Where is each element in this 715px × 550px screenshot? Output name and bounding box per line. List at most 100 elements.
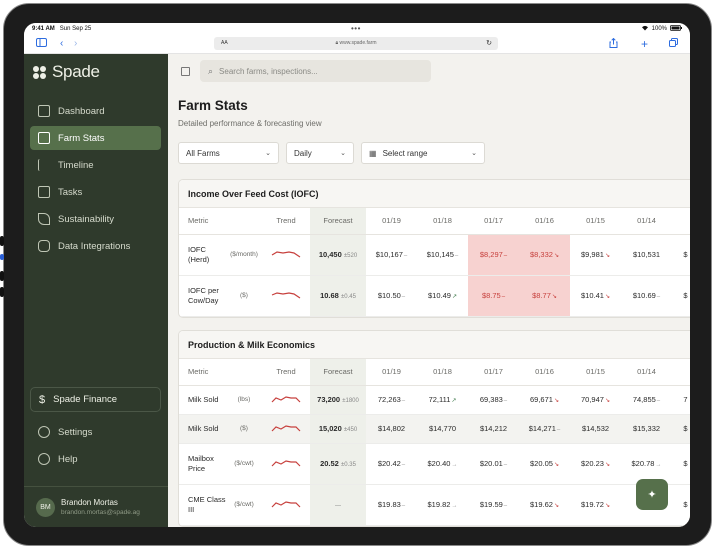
reader-aa-button[interactable]: AA <box>221 40 228 46</box>
value-cell: $20.42– <box>366 443 417 485</box>
sidebar-item-settings[interactable]: Settings <box>30 420 161 444</box>
app-name: Spade <box>52 62 100 81</box>
value-cell: 7 <box>672 385 690 415</box>
forecast-range: ±0.45 <box>340 294 356 300</box>
value-cell: $ <box>672 234 690 276</box>
value: 69,671 <box>530 395 553 404</box>
col-date: 01/19 <box>366 359 417 386</box>
value: $19.72 <box>581 500 604 509</box>
spade-finance-label: Spade Finance <box>53 394 118 405</box>
value: $10,531 <box>632 250 661 259</box>
value-cell: $14,770 <box>417 414 468 444</box>
value: $9,981 <box>581 250 604 259</box>
reload-icon[interactable]: ↻ <box>486 40 492 47</box>
iofc-table: Metric Trend Forecast 01/19 01/18 01/17 … <box>179 208 690 317</box>
search-icon: ⌕ <box>208 65 214 76</box>
sidebar-item-label: Dashboard <box>58 105 105 117</box>
value-cell: $20.23↘ <box>570 443 621 485</box>
table-row[interactable]: IOFC per Cow/Day ($) 10.68 ±0.45 $10.50–… <box>179 275 690 317</box>
metric-name: IOFC per Cow/Day <box>179 275 226 317</box>
farm-select[interactable]: All Farms ⌄ <box>178 142 279 164</box>
value-cell: $20.05↘ <box>519 443 570 485</box>
status-bar: 9:41 AM Sun Sep 25 ••• 100% <box>24 23 690 35</box>
metric-name: Milk Sold <box>179 385 226 415</box>
status-date: Sun Sep 25 <box>59 26 92 32</box>
search-input[interactable]: ⌕ Search farms, inspections... <box>200 60 431 82</box>
value: $19.83 <box>377 500 401 509</box>
metric-name: Mailbox Price <box>179 443 226 485</box>
value-cell: 72,263– <box>366 385 417 415</box>
trend-sparkline <box>262 385 310 415</box>
share-icon[interactable] <box>609 37 618 52</box>
sidebar-toggle-icon[interactable] <box>36 38 47 51</box>
status-time: 9:41 AM <box>32 26 55 32</box>
database-icon <box>38 240 50 252</box>
url-bar[interactable]: AA 🔒︎ www.spade.farm ↻ <box>214 37 498 50</box>
page-subtitle: Detailed performance & forecasting view <box>178 119 322 128</box>
value-cell: $14,271– <box>519 414 570 444</box>
table-row[interactable]: Milk Sold (lbs) 73,200 ±1800 72,263– 72,… <box>179 385 690 415</box>
logo[interactable]: Spade <box>33 62 100 82</box>
forward-icon[interactable]: › <box>74 38 78 49</box>
col-date: 01/19 <box>366 208 417 235</box>
value: $19.59 <box>479 500 503 509</box>
sidebar-item-help[interactable]: Help <box>30 447 161 471</box>
value-cell-negative: $8,332↘ <box>519 234 570 276</box>
value-cell-negative: $8.75– <box>468 275 519 317</box>
value: $ <box>683 459 688 468</box>
trend-sparkline <box>262 443 310 485</box>
forecast-cell: — <box>310 484 366 526</box>
assistant-fab-button[interactable]: ✦ <box>636 479 668 510</box>
col-date: 01/17 <box>468 359 519 386</box>
calendar-icon: ▦ <box>369 148 377 158</box>
period-select[interactable]: Daily ⌄ <box>286 142 354 164</box>
col-date <box>672 359 690 386</box>
value: $14,212 <box>479 424 508 433</box>
sidebar-item-data-integrations[interactable]: Data Integrations <box>30 234 161 258</box>
sidebar-item-label: Timeline <box>58 159 94 171</box>
table-row[interactable]: Milk Sold ($) 15,020 ±450 $14,802 $14,77… <box>179 414 690 444</box>
value-cell: $19.83– <box>366 484 417 526</box>
user-profile[interactable]: BM Brandon Mortas brandon.mortas@spade.a… <box>24 486 168 527</box>
value: $ <box>683 500 688 509</box>
sidebar-item-label: Help <box>58 453 78 465</box>
main-content: ⌕ Search farms, inspections... Farm Stat… <box>168 54 690 527</box>
date-range-select[interactable]: ▦ Select range ⌄ <box>361 142 485 164</box>
chevron-down-icon: ⌄ <box>265 150 271 157</box>
table-row[interactable]: Mailbox Price ($/cwt) 20.52 ±0.35 $20.42… <box>179 443 690 485</box>
forecast-range: ±1800 <box>342 398 359 404</box>
value: $14,271 <box>528 424 556 433</box>
grid-icon <box>38 105 50 117</box>
sidebar-item-timeline[interactable]: Timeline <box>30 153 161 177</box>
chevron-down-icon: ⌄ <box>340 150 346 157</box>
col-date: 01/14 <box>621 359 672 386</box>
multitask-dots-icon[interactable]: ••• <box>351 24 361 33</box>
collapse-sidebar-icon[interactable] <box>181 67 190 76</box>
back-icon[interactable]: ‹ <box>60 38 64 49</box>
value-cell: $14,532 <box>570 414 621 444</box>
battery-percent: 100% <box>651 26 667 32</box>
sidebar-item-sustainability[interactable]: Sustainability <box>30 207 161 231</box>
avatar: BM <box>36 497 55 517</box>
sidebar-item-farm-stats[interactable]: Farm Stats <box>30 126 161 150</box>
new-tab-icon[interactable]: + <box>641 37 649 51</box>
sidebar-item-label: Tasks <box>58 186 83 198</box>
spade-finance-button[interactable]: $ Spade Finance <box>30 387 161 412</box>
sidebar-item-tasks[interactable]: Tasks <box>30 180 161 204</box>
forecast-value: 15,020 <box>318 424 342 433</box>
value-cell: $20.40→ <box>417 443 468 485</box>
sidebar-item-dashboard[interactable]: Dashboard <box>30 99 161 123</box>
help-icon <box>38 453 50 465</box>
sidebar: Spade Dashboard Farm Stats Timeline Task… <box>24 54 168 527</box>
value: 7 <box>683 395 688 404</box>
table-row[interactable]: CME Class III ($/cwt) — $19.83– $19.82→ … <box>179 484 690 526</box>
col-date: 01/18 <box>417 359 468 386</box>
metric-unit: (lbs) <box>226 385 262 415</box>
side-indicator <box>0 254 4 260</box>
forecast-value: 10,450 <box>318 250 342 259</box>
value-cell: $10.41↘ <box>570 275 621 317</box>
value: $8.77 <box>532 291 551 300</box>
value-cell: $10,167– <box>366 234 417 276</box>
tabs-icon[interactable] <box>669 38 678 51</box>
table-row[interactable]: IOFC (Herd) ($/month) 10,450 ±520 $10,16… <box>179 234 690 276</box>
